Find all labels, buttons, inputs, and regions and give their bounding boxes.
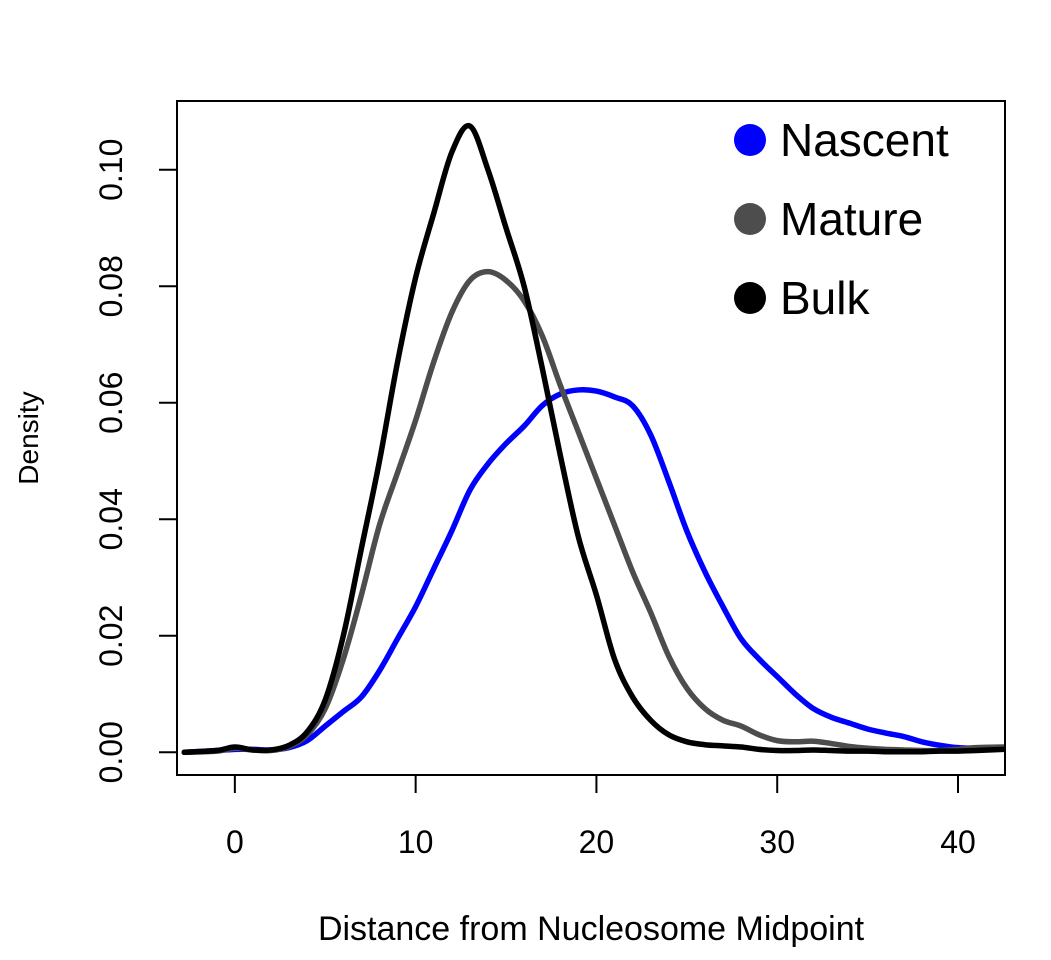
series-line-nascent	[181, 387, 1005, 756]
y-tick-label: 0.06	[93, 372, 129, 434]
x-axis: 0 10 20 30 40	[226, 775, 976, 860]
x-tick-label: 0	[226, 824, 244, 860]
y-axis-title: Density	[13, 391, 44, 484]
x-tick-label: 20	[579, 824, 615, 860]
series-line-mature	[181, 268, 1005, 756]
y-tick-label: 0.08	[93, 255, 129, 317]
y-tick-label: 0.02	[93, 605, 129, 667]
y-axis: 0.00 0.02 0.04 0.06 0.08 0.10	[93, 139, 177, 783]
x-axis-title: Distance from Nucleosome Midpoint	[318, 910, 865, 948]
x-tick-label: 30	[759, 824, 795, 860]
legend-marker-mature	[734, 203, 766, 235]
y-tick-label: 0.04	[93, 488, 129, 550]
y-tick-label: 0.00	[93, 721, 129, 783]
x-tick-label: 10	[398, 824, 434, 860]
plot-frame	[176, 100, 1006, 776]
series-line-bulk	[181, 123, 1005, 756]
legend-marker-bulk	[734, 282, 766, 314]
x-tick-label: 40	[940, 824, 976, 860]
y-tick-label: 0.10	[93, 139, 129, 201]
legend-label-mature: Mature	[780, 193, 923, 245]
curves-layer	[181, 123, 1005, 756]
legend: Nascent Mature Bulk	[734, 114, 949, 324]
legend-marker-nascent	[734, 124, 766, 156]
legend-label-nascent: Nascent	[780, 114, 949, 166]
legend-label-bulk: Bulk	[780, 272, 870, 324]
